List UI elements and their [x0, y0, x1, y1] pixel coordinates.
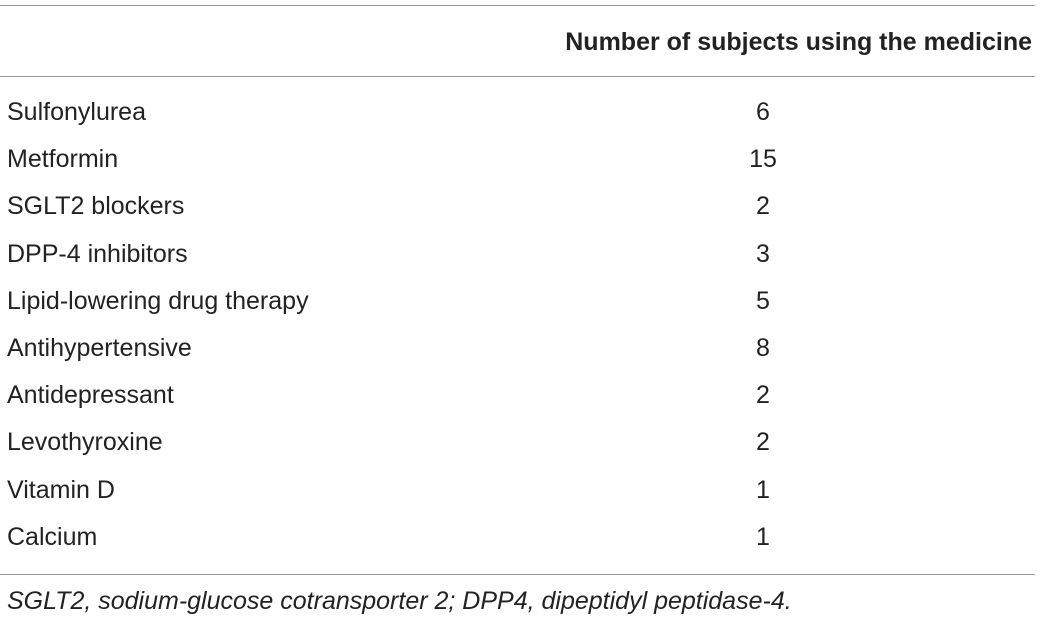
table-row: DPP-4 inhibitors 3	[0, 231, 1035, 278]
table-row: Antidepressant 2	[0, 372, 1035, 419]
table-row: SGLT2 blockers 2	[0, 183, 1035, 230]
medicine-name: Vitamin D	[7, 475, 115, 504]
table-row: Calcium 1	[0, 514, 1035, 561]
subject-count: 15	[749, 145, 777, 174]
table-row: Vitamin D 1	[0, 467, 1035, 514]
table-row: Lipid-lowering drug therapy 5	[0, 278, 1035, 325]
subject-count: 8	[756, 333, 770, 362]
table-row: Antihypertensive 8	[0, 325, 1035, 372]
subject-count: 2	[756, 428, 770, 457]
medicine-name: Lipid-lowering drug therapy	[7, 286, 309, 315]
column-header-subject-count: Number of subjects using the medicine	[565, 28, 1032, 56]
subject-count: 2	[756, 381, 770, 410]
table-row: Metformin 15	[0, 136, 1035, 183]
subject-count: 5	[756, 286, 770, 315]
medicine-name: Levothyroxine	[7, 428, 163, 457]
table-body: Sulfonylurea 6 Metformin 15 SGLT2 blocke…	[0, 89, 1035, 561]
medicine-name: Metformin	[7, 145, 119, 174]
subject-count: 2	[756, 192, 770, 221]
table-row: Levothyroxine 2	[0, 419, 1035, 466]
table-row: Sulfonylurea 6	[0, 89, 1035, 136]
medicine-name: Antihypertensive	[7, 333, 192, 362]
subject-count: 1	[756, 475, 770, 504]
medicine-name: Antidepressant	[7, 381, 174, 410]
medicine-name: Sulfonylurea	[7, 98, 146, 126]
table-footnote: SGLT2, sodium-glucose cotransporter 2; D…	[7, 587, 792, 615]
medicine-name: Calcium	[7, 522, 98, 551]
subject-count: 6	[756, 98, 770, 126]
table-bottom-rule	[0, 574, 1035, 575]
medicine-name: SGLT2 blockers	[7, 192, 185, 221]
subject-count: 3	[756, 239, 770, 268]
header-rule	[0, 76, 1035, 77]
subject-count: 1	[756, 522, 770, 551]
medicine-name: DPP-4 inhibitors	[7, 239, 188, 268]
table-top-rule	[0, 5, 1035, 6]
